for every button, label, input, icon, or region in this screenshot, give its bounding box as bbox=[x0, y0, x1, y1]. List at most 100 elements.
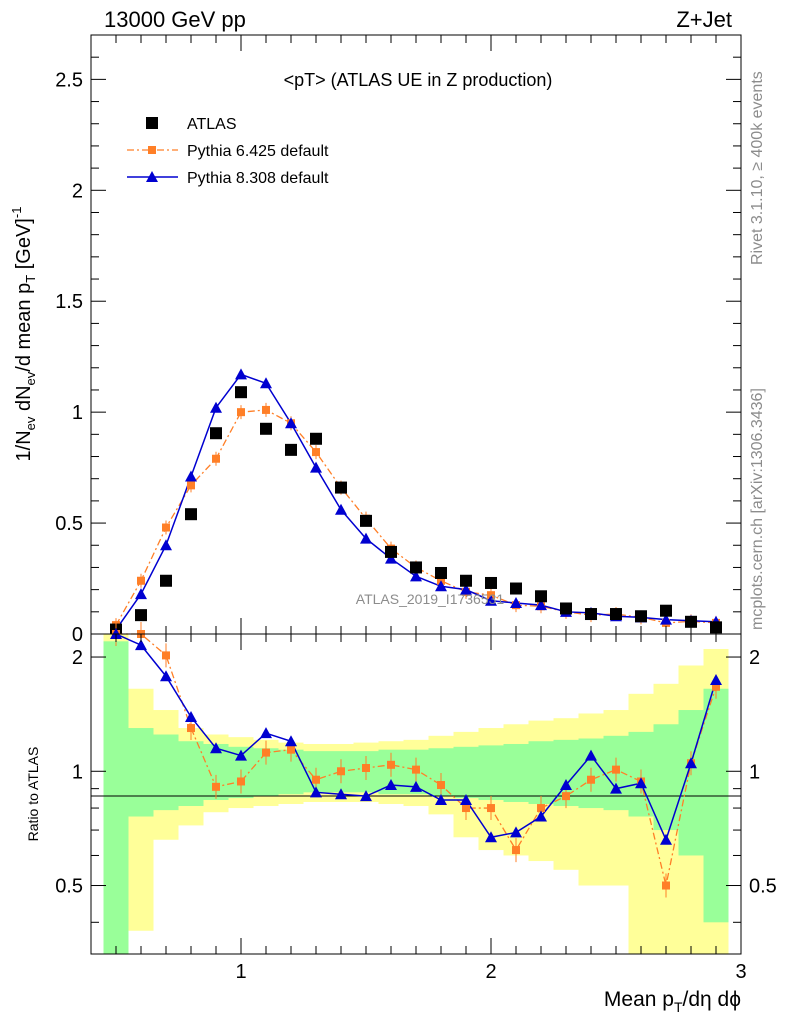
ratio-pythia6-point bbox=[662, 881, 670, 890]
ratio-pythia6-point bbox=[487, 804, 495, 813]
ratio-pythia6-point bbox=[187, 724, 195, 733]
ratio-axes: 0.5 0.5 1 1 2 2 1 2 3 bbox=[55, 634, 777, 983]
ratio-pythia6-point bbox=[712, 682, 720, 691]
ratio-pythia8-point bbox=[710, 673, 722, 685]
main-pythia6-point bbox=[187, 481, 195, 490]
main-axes: 0 0.5 1 1.5 2 2.5 bbox=[55, 35, 741, 646]
ratio-y-tick-label: 1 bbox=[72, 761, 83, 783]
main-y-tick-label: 2.5 bbox=[55, 69, 83, 91]
main-pythia8-point bbox=[510, 596, 522, 608]
main-y-axis-label: 1/Nev dNev/d mean pT [GeV]-1 bbox=[9, 207, 38, 462]
ratio-pythia6-point bbox=[337, 767, 345, 776]
ratio-pythia8-point bbox=[260, 727, 272, 739]
main-y-tick-label: 0.5 bbox=[55, 513, 83, 535]
main-atlas-point bbox=[535, 590, 547, 603]
main-atlas-point bbox=[360, 514, 372, 527]
main-pythia8-point bbox=[135, 588, 147, 600]
ratio-inner-band bbox=[178, 741, 204, 807]
ratio-pythia6-point bbox=[587, 775, 595, 784]
ratio-pythia8-point bbox=[585, 749, 597, 761]
ratio-pythia8-point bbox=[460, 794, 472, 806]
ratio-pythia6-point bbox=[437, 781, 445, 790]
ratio-y-tick-label: 2 bbox=[72, 647, 83, 669]
main-atlas-point bbox=[585, 608, 597, 621]
ratio-pythia8-point bbox=[360, 790, 372, 802]
main-atlas-point bbox=[510, 582, 522, 595]
ratio-pythia6-point bbox=[362, 764, 370, 773]
main-marks bbox=[110, 368, 722, 636]
main-pythia8-point bbox=[210, 401, 222, 413]
main-atlas-point bbox=[335, 481, 347, 494]
x-tick-label: 2 bbox=[485, 961, 496, 983]
main-atlas-point bbox=[435, 566, 447, 579]
ratio-y-tick-label-right: 0.5 bbox=[749, 876, 777, 898]
legend: ATLAS Pythia 6.425 default Pythia 8.308 … bbox=[127, 116, 329, 187]
ratio-bands bbox=[103, 634, 729, 954]
main-y-tick-label: 1.5 bbox=[55, 291, 83, 313]
main-pythia6-point bbox=[237, 408, 245, 417]
main-pythia8-point bbox=[160, 539, 172, 551]
ratio-pythia8-point bbox=[235, 749, 247, 761]
ratio-pythia8-point bbox=[410, 780, 422, 792]
ratio-inner-band bbox=[703, 688, 729, 923]
ratio-pythia8-point bbox=[610, 782, 622, 794]
main-pythia8-point bbox=[285, 417, 297, 429]
ratio-inner-band bbox=[478, 745, 504, 801]
ratio-inner-band bbox=[128, 728, 154, 817]
ratio-inner-band bbox=[528, 741, 554, 804]
ratio-pythia6-point bbox=[562, 792, 570, 801]
main-atlas-point bbox=[685, 615, 697, 628]
main-pythia8-point bbox=[185, 470, 197, 482]
watermark: ATLAS_2019_I1736531 bbox=[356, 591, 505, 607]
main-pythia6-point bbox=[212, 454, 220, 463]
ratio-pythia8-point bbox=[510, 826, 522, 838]
main-atlas-point bbox=[610, 608, 622, 621]
ratio-pythia8-point bbox=[485, 831, 497, 843]
ratio-pythia6-point bbox=[387, 760, 395, 769]
main-atlas-point bbox=[260, 422, 272, 435]
ratio-pythia6-point bbox=[162, 651, 170, 660]
main-atlas-point bbox=[560, 602, 572, 615]
ratio-pythia8-point bbox=[185, 711, 197, 723]
ratio-pythia6-point bbox=[262, 748, 270, 757]
main-atlas-point bbox=[410, 561, 422, 574]
ratio-pythia8-point bbox=[435, 794, 447, 806]
ratio-pythia8-point bbox=[635, 777, 647, 789]
ratio-pythia6-point bbox=[412, 765, 420, 774]
ratio-pythia8-point bbox=[685, 757, 697, 769]
main-atlas-point bbox=[160, 574, 172, 587]
ratio-y-tick-label: 0.5 bbox=[55, 876, 83, 898]
main-title: <pT> (ATLAS UE in Z production) bbox=[284, 70, 553, 90]
main-y-tick-label: 0 bbox=[72, 624, 83, 646]
ratio-pythia8-point bbox=[135, 639, 147, 651]
header-left-label: 13000 GeV pp bbox=[104, 7, 246, 32]
main-pythia8-point bbox=[260, 377, 272, 389]
main-atlas-point bbox=[460, 574, 472, 587]
main-pythia6-point bbox=[162, 523, 170, 532]
ratio-pythia6-point bbox=[312, 775, 320, 784]
ratio-pythia6-point bbox=[612, 765, 620, 774]
main-pythia8-point bbox=[410, 570, 422, 582]
main-y-tick-label: 2 bbox=[72, 180, 83, 202]
ratio-pythia8-point bbox=[285, 735, 297, 747]
ratio-pythia8-point bbox=[560, 779, 572, 791]
ratio-pythia6-point bbox=[212, 782, 220, 791]
main-y-tick-label: 1 bbox=[72, 402, 83, 424]
ratio-pythia8-point bbox=[310, 786, 322, 798]
main-atlas-point bbox=[285, 443, 297, 456]
ratio-pythia8-point bbox=[385, 779, 397, 791]
ratio-panel: 0.5 0.5 1 1 2 2 1 2 3 Ratio to ATLAS Mean pT/dη … bbox=[25, 622, 777, 1015]
main-atlas-point bbox=[635, 610, 647, 623]
ratio-y-tick-label-right: 2 bbox=[749, 647, 760, 669]
header-right-label: Z+Jet bbox=[676, 7, 732, 32]
main-pythia6-point bbox=[262, 405, 270, 414]
main-atlas-point bbox=[310, 432, 322, 445]
main-atlas-point bbox=[135, 609, 147, 622]
main-atlas-point bbox=[485, 576, 497, 589]
legend-pythia6-marker bbox=[148, 146, 156, 154]
main-atlas-point bbox=[210, 427, 222, 440]
legend-atlas-label: ATLAS bbox=[187, 116, 237, 133]
main-atlas-point bbox=[660, 604, 672, 617]
x-axis-label: Mean pT/dη dϕ bbox=[604, 988, 741, 1015]
